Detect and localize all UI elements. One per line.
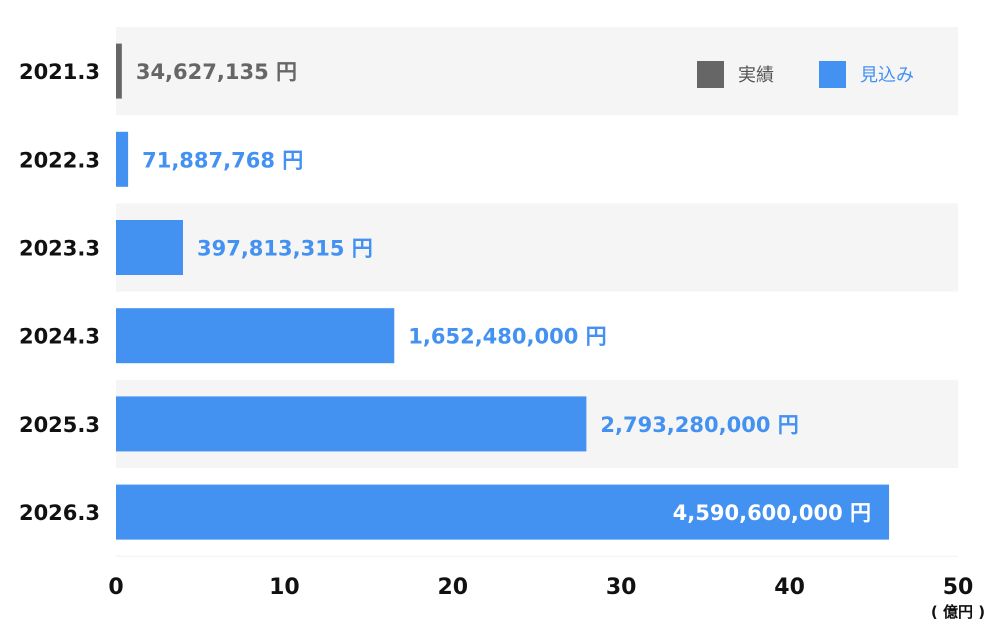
value-label: 397,813,315 円 [197, 237, 373, 261]
legend-label-forecast: 見込み [860, 65, 914, 86]
bar-2022.3 [116, 131, 129, 187]
bars [116, 43, 890, 540]
x-tick-label: 50 [943, 575, 974, 600]
row-backgrounds [116, 27, 958, 557]
x-tick-label: 10 [269, 575, 300, 600]
category-labels: 2021.3 2022.3 2023.3 2024.3 2025.3 2026.3 [19, 60, 100, 525]
bar-2024.3 [116, 308, 395, 364]
category-label: 2024.3 [19, 325, 100, 349]
value-labels: 34,627,135 円 71,887,768 円 397,813,315 円 1,6… [136, 60, 871, 525]
category-label: 2023.3 [19, 237, 100, 261]
row-background [116, 203, 958, 292]
value-label: 34,627,135 円 [136, 60, 297, 84]
x-tick-label: 20 [437, 575, 468, 600]
category-label: 2025.3 [19, 413, 100, 437]
value-label: 71,887,768 円 [142, 148, 303, 172]
category-label: 2026.3 [19, 501, 100, 525]
row-background [116, 27, 958, 116]
value-label: 4,590,600,000 円 [673, 501, 871, 525]
value-label: 1,652,480,000 円 [408, 325, 606, 349]
legend-swatch-actual [697, 61, 724, 88]
legend-label-actual: 実績 [738, 65, 774, 86]
x-tick-label: 0 [108, 575, 123, 600]
bar-2021.3 [116, 43, 122, 99]
legend-swatch-forecast [819, 61, 846, 88]
category-label: 2022.3 [19, 148, 100, 172]
bar-2023.3 [116, 220, 183, 275]
bar-2025.3 [116, 396, 587, 452]
category-label: 2021.3 [19, 60, 100, 84]
x-tick-label: 30 [606, 575, 637, 600]
value-label: 2,793,280,000 円 [600, 413, 798, 437]
legend: 実績 見込み [697, 61, 914, 88]
bar-2026.3 [116, 484, 890, 540]
x-axis-ticks: 0 10 20 30 40 50 [108, 575, 973, 600]
x-tick-label: 40 [774, 575, 805, 600]
unit-label: ( 億円 ) [931, 603, 985, 621]
